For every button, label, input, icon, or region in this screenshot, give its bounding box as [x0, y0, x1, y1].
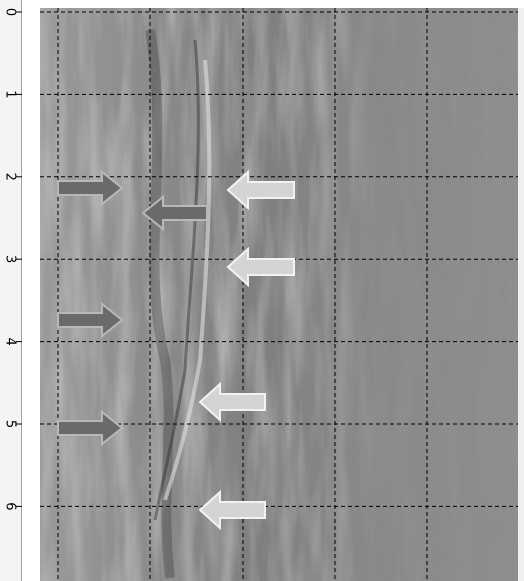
tick-label: 3: [3, 255, 18, 263]
tick-label: 5: [3, 420, 18, 428]
tick-label: 4: [3, 337, 18, 345]
tick-label: 6: [3, 502, 18, 510]
tick-label: 1: [3, 90, 18, 98]
radargram-view: 0 1 2 3 4 5 6: [0, 0, 524, 581]
ruler-gap: [22, 0, 40, 581]
ruler: [0, 0, 22, 581]
tick-label: 0: [3, 8, 18, 16]
scroll-edge: [518, 8, 524, 581]
tick-label: 2: [3, 173, 18, 181]
